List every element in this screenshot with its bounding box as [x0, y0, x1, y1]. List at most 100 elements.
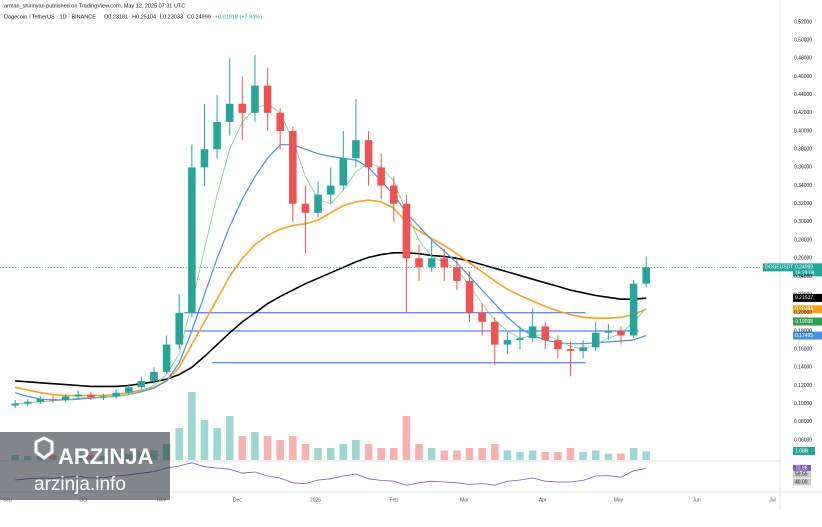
y-tick-label: 0.38000: [794, 147, 812, 153]
candle-body: [150, 371, 158, 381]
candle-body: [225, 103, 234, 122]
volume-bar: [516, 452, 524, 460]
watermark: ARZINJA arzinja.info: [0, 432, 170, 500]
volume-label: 1.08B: [795, 448, 809, 454]
y-tick-label: 0.12000: [794, 383, 812, 389]
candle-body: [554, 340, 562, 350]
candle-body: [87, 394, 95, 398]
price-value: 0.21637: [795, 295, 813, 301]
volume-bar: [579, 452, 587, 460]
x-tick-label: Sep: [3, 497, 12, 503]
candle-body: [124, 387, 133, 393]
price-tag: [793, 293, 822, 302]
volume-bar: [554, 452, 562, 460]
candle-body: [263, 85, 272, 113]
y-tick-label: 0.16000: [794, 346, 812, 352]
volume-bar: [440, 450, 449, 460]
site: arzinja.info: [34, 474, 126, 495]
countdown: 16:29:09: [795, 271, 815, 277]
y-tick-label: 0.44000: [794, 92, 812, 98]
volume-bar: [276, 440, 284, 460]
candle-body: [188, 167, 196, 313]
candle-body: [528, 326, 537, 339]
y-tick-label: 0.26000: [794, 256, 812, 262]
volume-bar: [364, 444, 373, 460]
symbol-name: DOGEUSDT: [765, 265, 793, 271]
candle-body: [352, 140, 360, 159]
y-tick-label: 0.32000: [794, 201, 812, 207]
volume-bar: [377, 448, 385, 460]
candle-body: [11, 403, 19, 406]
candle-body: [364, 140, 373, 168]
candle-body: [238, 103, 247, 113]
candle-body: [200, 149, 209, 168]
candle-body: [251, 85, 259, 113]
price-value: 0.19038: [795, 319, 813, 325]
symbol-tag: [763, 263, 793, 272]
candle-body: [390, 185, 398, 204]
candle-body: [402, 203, 411, 259]
candle-body: [617, 330, 625, 336]
candle-body: [213, 121, 221, 150]
candle-body: [541, 326, 550, 341]
price-value: 0.24999: [795, 265, 813, 271]
y-tick-label: 0.40000: [794, 128, 812, 134]
volume-bar: [263, 436, 272, 460]
candle-body: [339, 158, 348, 186]
volume-bar: [465, 448, 474, 460]
volume-bar: [617, 453, 625, 460]
volume-bar: [188, 392, 196, 460]
volume-bar: [604, 453, 613, 460]
price-tag: [793, 317, 822, 326]
volume-bar: [591, 450, 600, 460]
y-tick-label: 0.08000: [794, 419, 812, 425]
rsi-value: 40.00: [795, 479, 808, 485]
volume-bar: [175, 428, 184, 460]
candle-body: [74, 394, 83, 397]
volume-bar: [402, 416, 411, 460]
candle-body: [579, 347, 587, 351]
volume-bar: [200, 420, 209, 460]
price-value: 0.20384: [795, 307, 813, 313]
volume-bar: [225, 416, 234, 460]
y-tick-label: 0.22000: [794, 292, 812, 298]
y-tick-label: 0.10000: [794, 401, 812, 407]
x-tick-label: Feb: [389, 497, 398, 503]
candle-body: [604, 330, 613, 333]
candle-body: [490, 321, 499, 345]
candle-body: [591, 332, 600, 348]
x-tick-label: May: [614, 497, 624, 503]
candle-body: [478, 312, 486, 322]
candle-body: [36, 399, 45, 402]
candle-body: [415, 258, 423, 268]
ohlc-value: H0.25104: [132, 14, 156, 20]
y-tick-label: 0.48000: [794, 56, 812, 62]
rsi-value: 73.96: [795, 466, 808, 472]
price-tag: [793, 331, 822, 340]
candle-body: [377, 167, 385, 186]
candle-body: [99, 396, 108, 398]
candle-body: [440, 258, 449, 268]
volume-bar: [629, 448, 638, 460]
candle-body: [137, 380, 146, 388]
ohlc: O0.23181 H0.25104 L0.23033 C0.24999 +0.01818…: [104, 14, 262, 20]
y-tick-label: 0.06000: [794, 437, 812, 443]
volume-bar: [490, 444, 499, 460]
volume-bar: [503, 450, 512, 460]
y-tick-label: 0.50000: [794, 38, 812, 44]
candle-body: [61, 396, 70, 401]
volume-bar: [415, 444, 423, 460]
candle-body: [276, 112, 284, 132]
y-tick-label: 0.18000: [794, 328, 812, 334]
symbol: Dogecoin / TetherUS · 1D · BINANCE: [4, 14, 96, 20]
y-tick-label: 0.52000: [794, 19, 812, 25]
moving-average: [15, 252, 647, 388]
x-tick-label: Apr: [539, 497, 547, 503]
volume-bar: [528, 450, 537, 460]
candle-body: [453, 267, 461, 281]
x-tick-label: Oct: [79, 497, 87, 503]
candle-body: [23, 401, 32, 404]
